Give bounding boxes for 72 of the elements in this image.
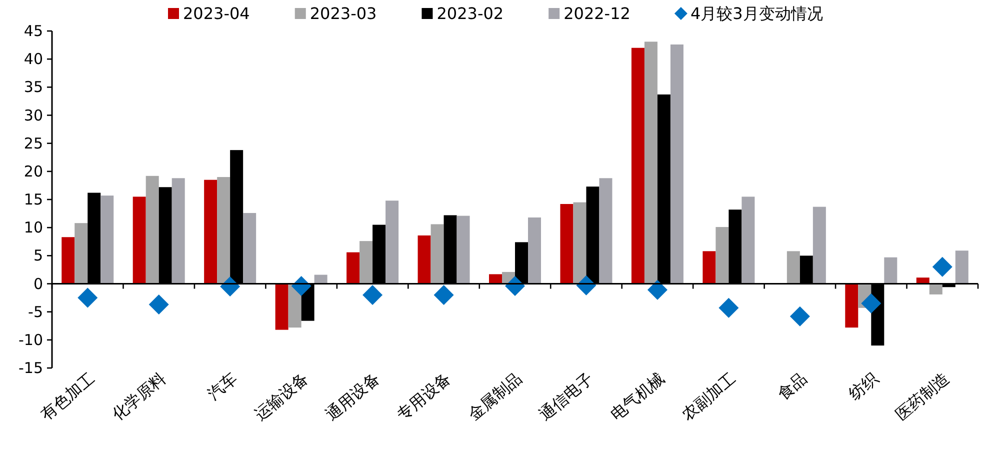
bar (631, 48, 644, 284)
y-tick-label: -10 (18, 330, 43, 349)
bar (599, 178, 612, 284)
bar (360, 241, 373, 284)
bar (172, 178, 185, 284)
bar (74, 223, 88, 284)
bar (489, 274, 502, 284)
point (78, 288, 98, 308)
bar (845, 284, 858, 328)
legend-label: 2023-03 (310, 4, 377, 23)
legend-label: 2023-02 (436, 4, 504, 23)
bar (742, 196, 755, 284)
bar (528, 217, 541, 284)
point (790, 306, 810, 326)
point (932, 256, 952, 277)
y-tick-label: 35 (24, 78, 43, 96)
y-tick-label: 25 (24, 134, 43, 152)
x-tick-label: 医药制造 (892, 368, 953, 424)
y-tick-label: -5 (28, 302, 43, 321)
x-tick-label: 纺织 (845, 368, 882, 404)
legend-label: 4月较3月变动情况 (690, 4, 823, 23)
legend-label: 2022-12 (564, 4, 630, 23)
legend-label: 2023-04 (183, 4, 250, 23)
x-tick-label: 食品 (774, 368, 810, 404)
point (861, 293, 882, 314)
x-tick-label: 农副加工 (678, 368, 740, 424)
bar (243, 212, 256, 284)
bar (275, 284, 288, 330)
bar (418, 235, 431, 284)
bar (430, 224, 444, 284)
bar (702, 251, 716, 284)
bar (132, 196, 146, 284)
bar (670, 44, 684, 284)
bar (100, 196, 114, 284)
bar (786, 251, 800, 284)
y-tick-label: 40 (24, 50, 43, 68)
bar (573, 202, 586, 284)
point (718, 298, 739, 318)
y-tick-label: 0 (33, 274, 43, 293)
bar (456, 216, 470, 284)
bar (146, 176, 159, 284)
bar (884, 257, 898, 284)
bar (386, 200, 399, 284)
y-tick-label: 15 (24, 190, 43, 208)
y-tick-label: 45 (24, 22, 43, 40)
x-tick-label: 运输设备 (250, 368, 312, 424)
bar (929, 284, 942, 294)
bar (346, 252, 360, 284)
bar (812, 206, 826, 284)
x-tick-label: 专用设备 (393, 368, 454, 424)
y-tick-label: 5 (33, 246, 43, 265)
y-tick-label: 10 (24, 218, 43, 237)
point (362, 284, 383, 305)
x-tick-label: 金属制品 (464, 368, 526, 424)
bar (560, 204, 574, 284)
x-tick-label: 汽车 (204, 368, 241, 404)
point (148, 294, 169, 315)
x-tick-label: 通用设备 (322, 368, 384, 424)
bar (204, 180, 218, 284)
y-tick-label: 20 (24, 162, 43, 180)
bar (955, 250, 968, 284)
point (434, 284, 454, 305)
bar (62, 237, 75, 284)
x-tick-label: 化学原料 (108, 368, 170, 424)
x-tick-label: 电气机械 (606, 368, 668, 424)
x-tick-label: 通信电子 (536, 368, 597, 424)
y-tick-label: 30 (24, 106, 43, 124)
y-tick-label: -15 (18, 359, 43, 377)
bar (716, 227, 729, 284)
point (647, 280, 668, 300)
bar (644, 42, 658, 284)
bar (217, 177, 230, 284)
